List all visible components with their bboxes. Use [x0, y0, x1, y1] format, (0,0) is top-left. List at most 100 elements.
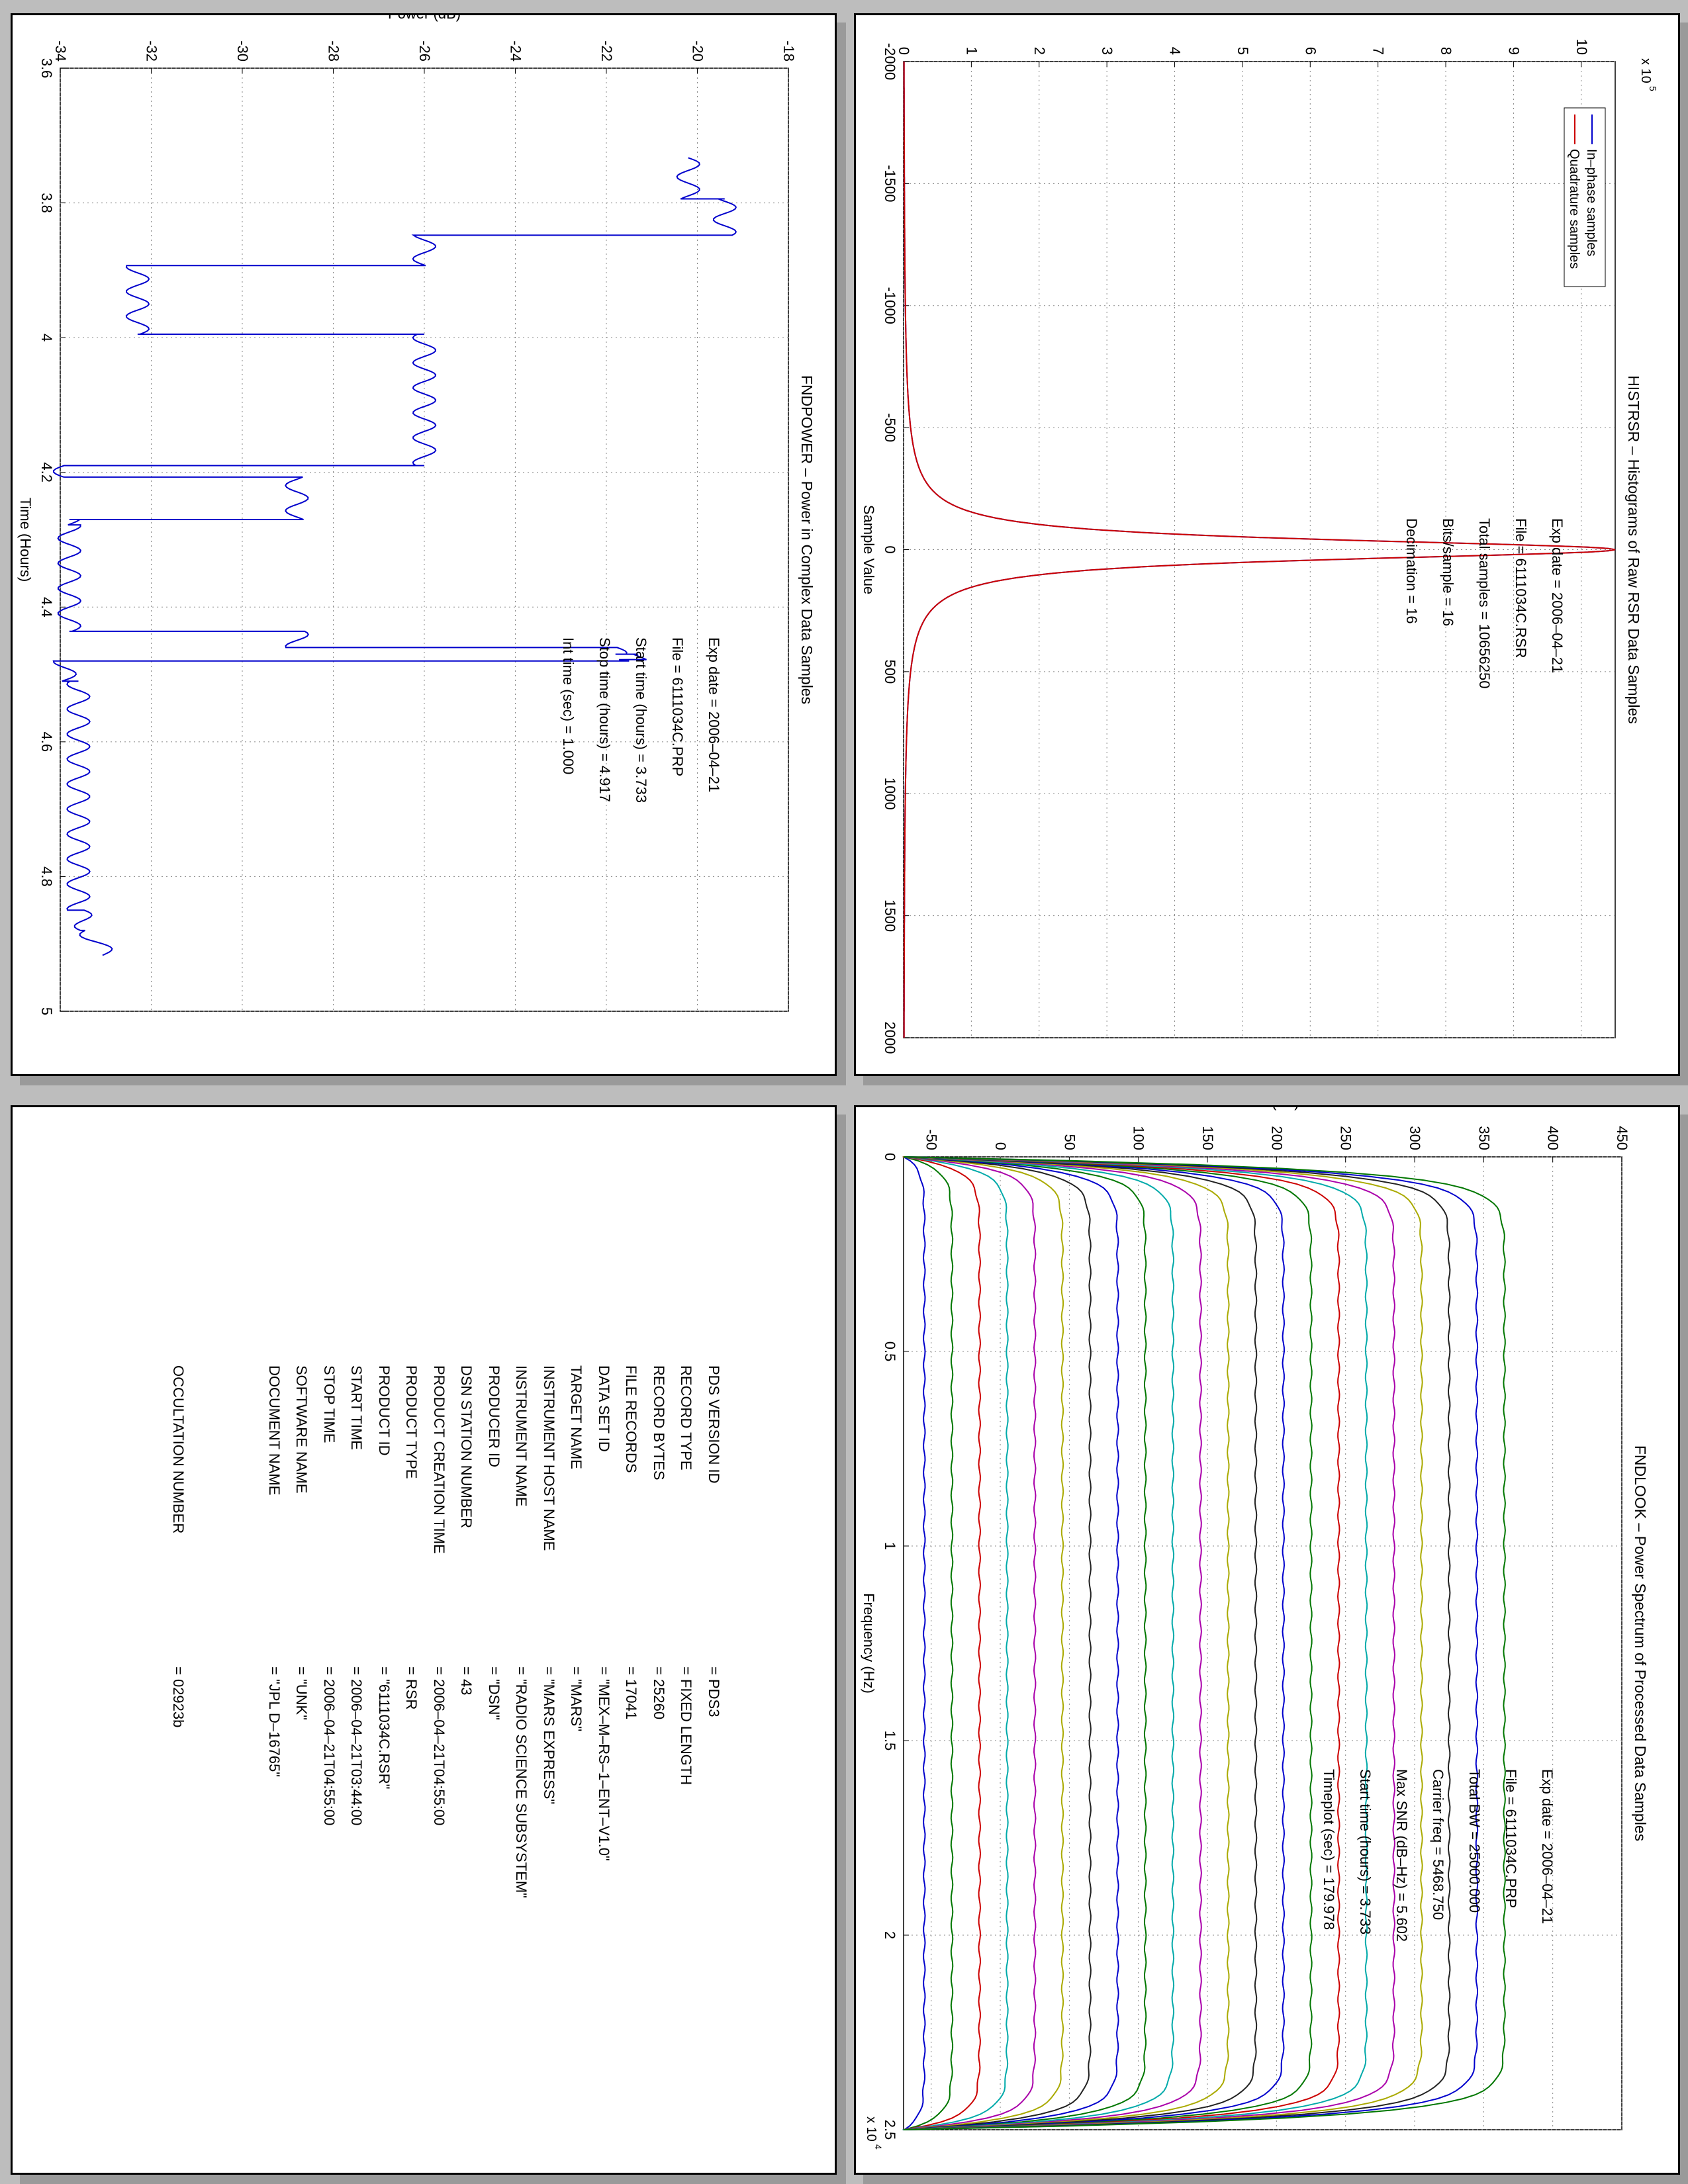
y-tick-label: 4 — [1167, 47, 1184, 55]
y-tick-label: -32 — [144, 40, 160, 62]
fndlook-panel: 0 0.5 1 1.5 2 2.5 -50 0 50 100 150 200 250 300 350 400 4… — [854, 1105, 1680, 2175]
plot-area — [903, 1156, 1622, 2130]
label-value: = 2006–04–21T03:44:00 — [348, 1666, 365, 1826]
y-tick-label: -26 — [416, 40, 433, 62]
y-tick-label: 0 — [896, 47, 912, 55]
label-key: RECORD TYPE — [678, 1365, 695, 1471]
annotation-line: Bits/sample = 16 — [1440, 518, 1456, 626]
y-tick-label: 250 — [1338, 1126, 1354, 1150]
y-tick-label: -30 — [234, 40, 251, 62]
annotation-line: Start time (hours) = 3.733 — [1357, 1769, 1374, 1934]
y-axis-label: Power (dB) — [388, 15, 461, 22]
x-tick-label: 2 — [882, 1931, 898, 1939]
y-tick-label: -18 — [780, 40, 797, 62]
annotation-line: Decimation = 16 — [1403, 518, 1420, 624]
x-tick-label: 3.8 — [38, 193, 55, 213]
label-value: = "MARS EXPRESS" — [541, 1666, 557, 1805]
y-tick-label: 450 — [1614, 1126, 1630, 1150]
x-tick-label: -1500 — [882, 165, 898, 202]
x-tick-label: 4 — [38, 334, 55, 341]
legend-label: In–phase samples — [1584, 149, 1599, 256]
y-multiplier: x 10 — [1638, 58, 1653, 83]
chart-title: FNDLOOK – Power Spectrum of Processed Da… — [1632, 1445, 1649, 1841]
y-tick-label: 300 — [1407, 1126, 1423, 1150]
y-tick-label: 150 — [1199, 1126, 1216, 1150]
x-tick-label: 4.4 — [38, 597, 55, 617]
x-axis-label: Frequency (Hz) — [861, 1593, 877, 1694]
label-key: INSTRUMENT NAME — [513, 1365, 530, 1507]
spectrum-series-1 — [904, 1156, 954, 2130]
y-axis-label: Power (dB) — [1226, 1107, 1299, 1111]
spectrum-series-17 — [902, 1156, 1396, 2130]
x-tick-label: 1.5 — [882, 1731, 898, 1751]
y-tick-label: 9 — [1505, 47, 1522, 55]
spectrum-series-20 — [904, 1156, 1479, 2130]
x-tick-label: 4.6 — [38, 732, 55, 752]
power-series-line — [52, 157, 737, 956]
spectrum-series-19 — [904, 1156, 1451, 2130]
fndlook-chart: 0 0.5 1 1.5 2 2.5 -50 0 50 100 150 200 250 300 350 400 4… — [861, 1107, 1649, 2150]
label-value: = "RADIO SCIENCE SUBSYSTEM" — [513, 1666, 530, 1898]
x-tick-label: -1000 — [882, 287, 898, 324]
spectrum-series-14 — [904, 1156, 1313, 2130]
y-tick-label: -22 — [598, 40, 615, 62]
y-tick-label: 3 — [1099, 47, 1115, 55]
annotation-line: Stop time (hours) = 4.917 — [596, 637, 613, 802]
histogram-series-1 — [903, 62, 1616, 1038]
y-tick-label: 5 — [1235, 47, 1251, 55]
annotation-line: Exp date = 2006–04–21 — [706, 637, 722, 792]
x-tick-label: 4.2 — [38, 462, 55, 482]
occultation-key: OCCULTATION NUMBER — [170, 1365, 187, 1534]
y-tick-label: 200 — [1268, 1126, 1285, 1150]
x-tick-label: 500 — [882, 660, 898, 684]
annotation-line: File = 6111034C.RSR — [1513, 518, 1529, 658]
annotation-line: Carrier freq = 5468.750 — [1430, 1769, 1446, 1920]
x-tick-label: 0.5 — [882, 1342, 898, 1362]
x-multiplier-exp: 4 — [873, 2144, 884, 2150]
label-key: PRODUCER ID — [486, 1365, 502, 1468]
annotation-line: File = 6111034C.PRP — [1503, 1769, 1519, 1908]
spectrum-series-0 — [903, 1156, 926, 2130]
legend-box — [1564, 107, 1606, 287]
y-tick-label: -20 — [690, 40, 706, 62]
label-key: PRODUCT TYPE — [403, 1365, 420, 1479]
spectrum-series-21 — [903, 1156, 1506, 2130]
spectrum-series-2 — [903, 1156, 982, 2130]
y-multiplier-exp: 5 — [1648, 86, 1658, 91]
label-key: START TIME — [348, 1365, 365, 1450]
occultation-value: = 02923b — [170, 1666, 187, 1728]
x-tick-label: 2000 — [882, 1022, 898, 1054]
y-tick-label: 7 — [1370, 47, 1387, 55]
spectrum-series-5 — [902, 1156, 1064, 2130]
label-value: = PDS3 — [706, 1666, 722, 1717]
pds-label-content: PDS VERSION ID = PDS3 RECORD TYPE = FIXED L… — [13, 1107, 835, 2173]
label-value: = "UNK" — [293, 1666, 310, 1721]
label-value: = "DSN" — [486, 1666, 502, 1721]
x-tick-label: -2000 — [882, 43, 898, 80]
label-value: = 43 — [458, 1666, 475, 1696]
label-key: PDS VERSION ID — [706, 1365, 722, 1484]
label-value: = "MEX–M–RS–1–ENT–V1.0" — [596, 1666, 612, 1861]
spectrum-series-4 — [902, 1156, 1037, 2130]
label-key: TARGET NAME — [568, 1365, 585, 1469]
label-key: RECORD BYTES — [651, 1365, 667, 1480]
label-value: = 2006–04–21T04:55:00 — [431, 1666, 447, 1826]
y-tick-label: 0 — [992, 1142, 1009, 1150]
x-tick-label: 4.8 — [38, 866, 55, 887]
annotation-line: Int time (sec) = 1.000 — [560, 637, 577, 774]
label-key: DATA SET ID — [596, 1365, 612, 1452]
x-tick-label: -500 — [882, 413, 898, 442]
label-value: = RSR — [403, 1666, 420, 1710]
fndpower-chart: 3.6 3.8 4 4.2 4.4 4.6 4.8 5 -34 -32 -30 -28 -26 -24 -2… — [17, 15, 816, 1015]
histrsr-panel: -2000 -1500 -1000 -500 0 500 1000 1500 2000 0 1 2 3 4… — [854, 13, 1680, 1076]
x-axis-label: Time (Hours) — [17, 498, 34, 582]
annotation-line: Exp date = 2006–04–21 — [1539, 1769, 1556, 1924]
label-key: FILE RECORDS — [623, 1365, 640, 1473]
x-tick-label: 1000 — [882, 778, 898, 810]
spectrum-series-11 — [902, 1156, 1230, 2130]
x-tick-label: 3.6 — [38, 58, 55, 79]
y-tick-label: 50 — [1061, 1134, 1078, 1150]
spectrum-series-16 — [902, 1156, 1368, 2130]
spectrum-series-10 — [902, 1156, 1202, 2130]
annotation-line: Timeplot (sec) = 179.978 — [1321, 1769, 1337, 1930]
